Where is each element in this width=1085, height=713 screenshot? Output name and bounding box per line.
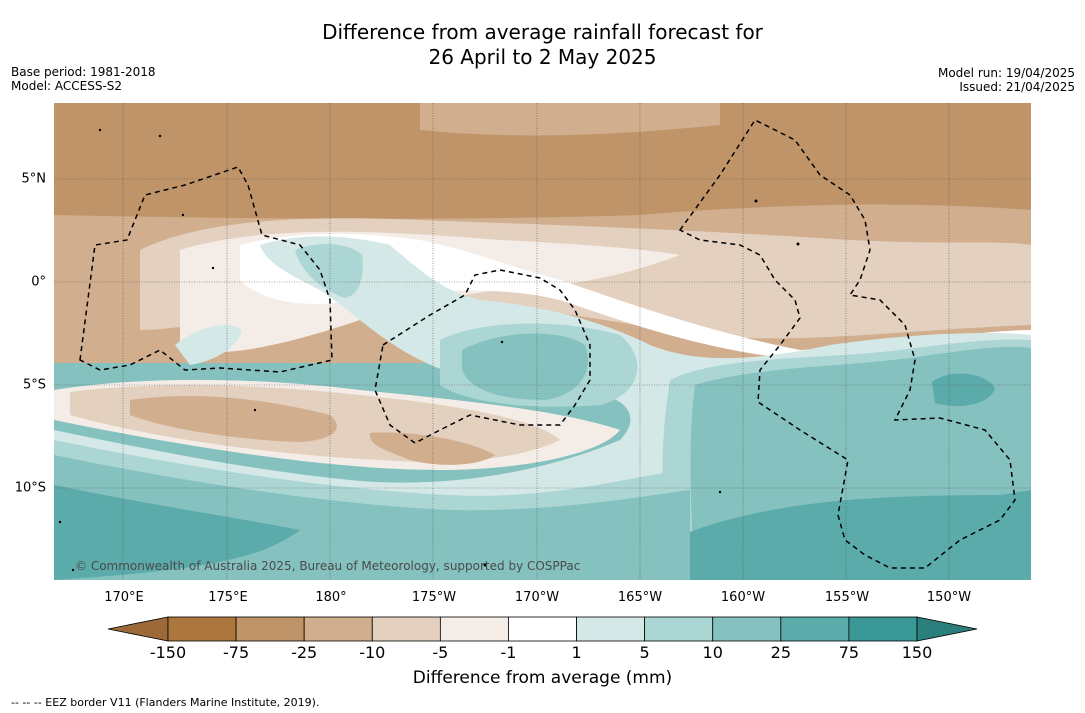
colorbar-segment xyxy=(167,616,237,642)
gridlines xyxy=(54,103,1031,580)
colorbar-tick-label: 75 xyxy=(838,643,860,662)
lat-label: 0° xyxy=(31,274,46,290)
colorbar-segment xyxy=(439,616,509,642)
lon-label: 155°W xyxy=(824,590,870,605)
colorbar-extend-high xyxy=(916,616,978,642)
colorbar-extend-low xyxy=(107,616,169,642)
base-info: Base period: 1981-2018 Model: ACCESS-S2 xyxy=(11,65,156,93)
lon-label: 160°W xyxy=(720,590,766,605)
lon-label: 150°W xyxy=(926,590,972,605)
colorbar-tick-label: -5 xyxy=(432,643,449,662)
eez-tokelau xyxy=(374,269,591,444)
colorbar-tick-label: -1 xyxy=(500,643,517,662)
model-name: Model: ACCESS-S2 xyxy=(11,79,123,93)
colorbar-segment xyxy=(780,616,850,642)
colorbar-segment xyxy=(848,616,918,642)
lon-label: 170°E xyxy=(104,590,144,605)
eez-legend-note: -- -- -- EEZ border V11 (Flanders Marine… xyxy=(11,696,320,709)
zone-wet-patch xyxy=(295,243,363,298)
map-title: Difference from average rainfall forecas… xyxy=(0,20,1085,70)
lon-label: 175°E xyxy=(208,590,248,605)
colorbar-tick-label: 1 xyxy=(571,643,582,662)
lat-label: 10°S xyxy=(14,480,46,496)
eez-borders xyxy=(79,119,1016,569)
lat-label: 5°N xyxy=(21,171,47,187)
colorbar-tick-label: 25 xyxy=(770,643,791,662)
model-run: Model run: 19/04/2025 xyxy=(937,66,1075,80)
eez-kiribati-east xyxy=(678,119,1016,569)
rainfall-map xyxy=(54,103,1031,580)
lon-label: 165°W xyxy=(617,590,663,605)
run-info: Model run: 19/04/2025 Issued: 21/04/2025 xyxy=(938,66,1075,94)
zone-south-wet-east xyxy=(670,490,1031,580)
colorbar-title: Difference from average (mm) xyxy=(412,668,673,688)
lon-label: 170°W xyxy=(514,590,560,605)
title-line-1: Difference from average rainfall forecas… xyxy=(322,20,763,44)
zone-east-wet-core xyxy=(932,373,995,407)
zone-wet-core xyxy=(462,333,589,400)
colorbar-segment xyxy=(303,616,373,642)
lon-label: 180° xyxy=(315,590,347,605)
colorbar-segment xyxy=(508,616,577,642)
colorbar-segment xyxy=(644,616,714,642)
colorbar-tick-label: -10 xyxy=(359,643,386,662)
islands xyxy=(58,128,800,572)
zone-near-normal xyxy=(240,233,1031,360)
colorbar-tick-label: -150 xyxy=(149,643,187,662)
colorbar-segment xyxy=(576,616,646,642)
colorbar-tick-label: -75 xyxy=(223,643,250,662)
base-period: Base period: 1981-2018 xyxy=(11,65,156,79)
zone-south-dry-2 xyxy=(369,432,495,465)
lon-label: 175°W xyxy=(411,590,457,605)
colorbar xyxy=(107,616,978,642)
colorbar-tick-label: 5 xyxy=(639,643,650,662)
zone-south-wet-west xyxy=(54,485,300,580)
issued-date: Issued: 21/04/2025 xyxy=(959,80,1075,94)
copyright-notice: © Commonwealth of Australia 2025, Bureau… xyxy=(75,559,580,573)
title-line-2: 26 April to 2 May 2025 xyxy=(428,45,657,69)
zone-south-dry-1 xyxy=(130,395,337,442)
zone-dry-patch xyxy=(420,103,720,136)
zone-wet-small xyxy=(175,325,242,365)
colorbar-tick-label: 150 xyxy=(901,643,933,662)
colorbar-segment xyxy=(371,616,441,642)
colorbar-segment xyxy=(235,616,305,642)
lat-label: 5°S xyxy=(22,377,46,393)
colorbar-tick-label: 10 xyxy=(702,643,723,662)
colorbar-segment xyxy=(712,616,782,642)
colorbar-tick-label: -25 xyxy=(291,643,318,662)
zone-dry-north xyxy=(54,103,1031,219)
